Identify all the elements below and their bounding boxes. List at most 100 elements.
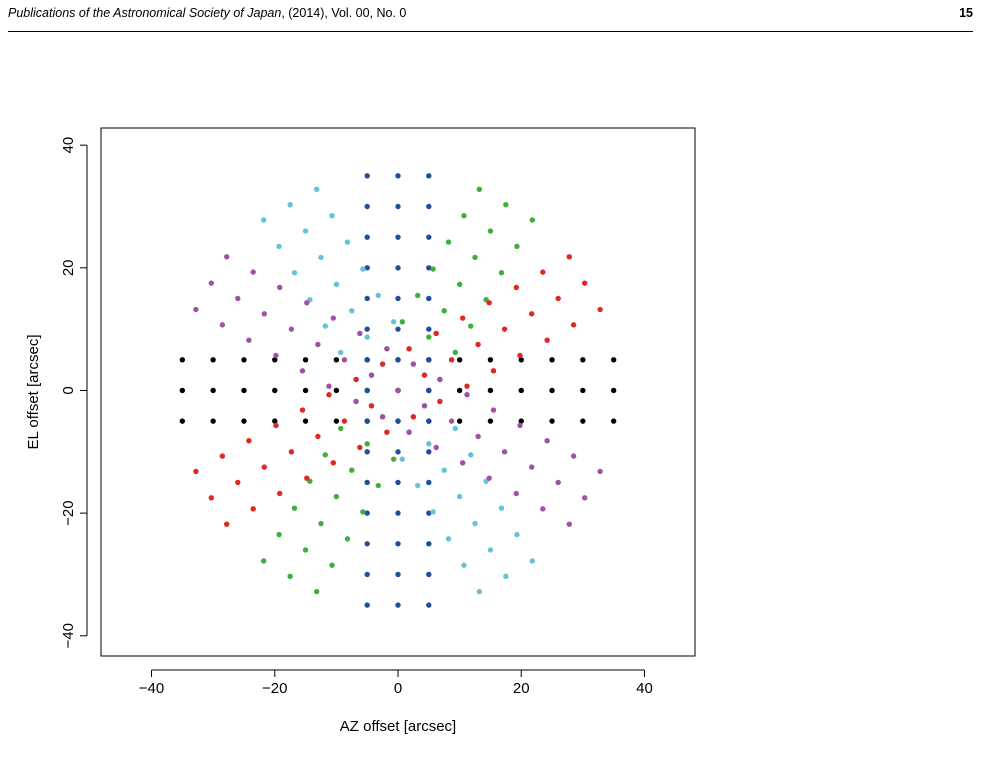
point xyxy=(299,407,306,413)
point xyxy=(580,357,586,363)
point xyxy=(513,490,520,497)
point xyxy=(464,392,470,398)
point xyxy=(235,295,241,302)
point xyxy=(395,418,401,424)
point xyxy=(261,311,267,317)
point xyxy=(179,387,186,394)
point xyxy=(490,407,497,413)
point xyxy=(272,387,278,394)
point xyxy=(410,414,417,420)
point xyxy=(390,319,397,325)
point xyxy=(395,602,401,608)
point xyxy=(179,418,186,424)
point xyxy=(610,418,617,424)
point xyxy=(337,349,344,356)
point xyxy=(291,505,298,511)
point xyxy=(445,536,452,542)
point xyxy=(459,460,466,466)
point xyxy=(364,449,370,455)
point xyxy=(544,337,550,343)
point xyxy=(566,521,572,527)
point xyxy=(456,493,463,500)
point xyxy=(193,306,199,313)
point xyxy=(468,452,474,458)
point xyxy=(399,456,406,462)
point xyxy=(272,357,278,363)
point xyxy=(406,346,412,352)
point xyxy=(364,541,370,547)
point xyxy=(368,372,375,378)
point xyxy=(540,506,546,512)
point xyxy=(364,357,370,363)
point xyxy=(313,588,320,595)
point xyxy=(364,203,370,210)
point xyxy=(461,562,467,568)
point xyxy=(566,254,572,260)
point xyxy=(364,479,370,486)
point xyxy=(395,510,401,516)
point xyxy=(472,520,478,527)
point xyxy=(302,547,309,553)
point xyxy=(333,418,340,424)
point xyxy=(364,602,370,608)
point xyxy=(344,239,351,245)
point xyxy=(426,541,432,547)
point xyxy=(426,295,432,302)
point xyxy=(395,541,401,547)
point xyxy=(503,201,509,208)
point xyxy=(349,308,355,314)
point xyxy=(426,449,432,455)
point xyxy=(487,228,494,234)
point xyxy=(395,326,401,332)
point xyxy=(364,387,370,394)
point xyxy=(426,602,432,608)
point xyxy=(426,441,432,447)
point xyxy=(426,334,432,340)
point xyxy=(390,456,397,462)
point xyxy=(364,441,370,447)
point xyxy=(235,479,241,486)
x-tick-label: −20 xyxy=(262,680,287,697)
point xyxy=(437,398,443,405)
point xyxy=(246,438,252,444)
point xyxy=(461,212,467,219)
point xyxy=(326,383,332,389)
point xyxy=(517,352,523,359)
point xyxy=(302,418,309,424)
point xyxy=(514,531,520,538)
point xyxy=(421,372,428,378)
point xyxy=(580,387,586,394)
point xyxy=(464,383,470,389)
y-tick-label: 20 xyxy=(60,259,77,276)
point xyxy=(276,284,283,291)
point xyxy=(210,357,216,363)
point xyxy=(315,341,321,348)
point xyxy=(486,475,492,481)
point xyxy=(193,468,199,475)
point xyxy=(250,269,256,275)
x-tick-label: 20 xyxy=(513,680,530,697)
point xyxy=(472,254,478,261)
x-tick-label: 40 xyxy=(636,680,653,697)
point xyxy=(329,212,335,219)
point xyxy=(476,588,483,595)
point xyxy=(597,306,603,313)
point xyxy=(219,322,226,328)
point xyxy=(304,300,310,306)
point xyxy=(555,479,561,486)
point xyxy=(395,571,401,578)
point xyxy=(441,308,447,314)
y-tick-label: 40 xyxy=(60,137,77,154)
point xyxy=(452,425,459,432)
point xyxy=(341,418,348,424)
point xyxy=(322,323,328,329)
point xyxy=(582,495,588,501)
point xyxy=(360,266,366,272)
point xyxy=(395,449,401,455)
point xyxy=(364,571,370,578)
point xyxy=(445,239,452,245)
point xyxy=(426,479,432,486)
point xyxy=(395,479,401,486)
point xyxy=(582,280,588,286)
